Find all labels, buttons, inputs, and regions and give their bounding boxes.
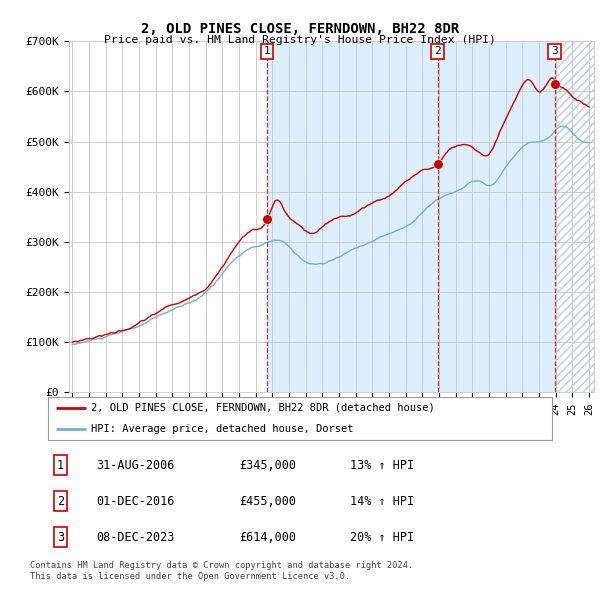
Text: 2, OLD PINES CLOSE, FERNDOWN, BH22 8DR: 2, OLD PINES CLOSE, FERNDOWN, BH22 8DR [141,22,459,37]
Text: Price paid vs. HM Land Registry's House Price Index (HPI): Price paid vs. HM Land Registry's House … [104,35,496,45]
FancyBboxPatch shape [48,397,552,440]
Text: 3: 3 [551,47,558,56]
Text: 14% ↑ HPI: 14% ↑ HPI [350,494,415,508]
Text: £345,000: £345,000 [239,458,296,471]
Text: 3: 3 [57,531,64,544]
Text: £614,000: £614,000 [239,531,296,544]
Text: 01-DEC-2016: 01-DEC-2016 [96,494,174,508]
Text: 08-DEC-2023: 08-DEC-2023 [96,531,174,544]
Text: 1: 1 [263,47,270,56]
Text: 1: 1 [57,458,64,471]
Bar [556,41,600,392]
Text: 2: 2 [57,494,64,508]
Text: 13% ↑ HPI: 13% ↑ HPI [350,458,415,471]
Text: Contains HM Land Registry data © Crown copyright and database right 2024.: Contains HM Land Registry data © Crown c… [30,560,413,569]
Text: 2, OLD PINES CLOSE, FERNDOWN, BH22 8DR (detached house): 2, OLD PINES CLOSE, FERNDOWN, BH22 8DR (… [91,403,434,412]
Text: This data is licensed under the Open Government Licence v3.0.: This data is licensed under the Open Gov… [30,572,350,581]
Text: 20% ↑ HPI: 20% ↑ HPI [350,531,415,544]
Text: 31-AUG-2006: 31-AUG-2006 [96,458,174,471]
Text: £455,000: £455,000 [239,494,296,508]
Bar [267,41,554,392]
Text: HPI: Average price, detached house, Dorset: HPI: Average price, detached house, Dors… [91,424,353,434]
Text: 2: 2 [434,47,441,56]
